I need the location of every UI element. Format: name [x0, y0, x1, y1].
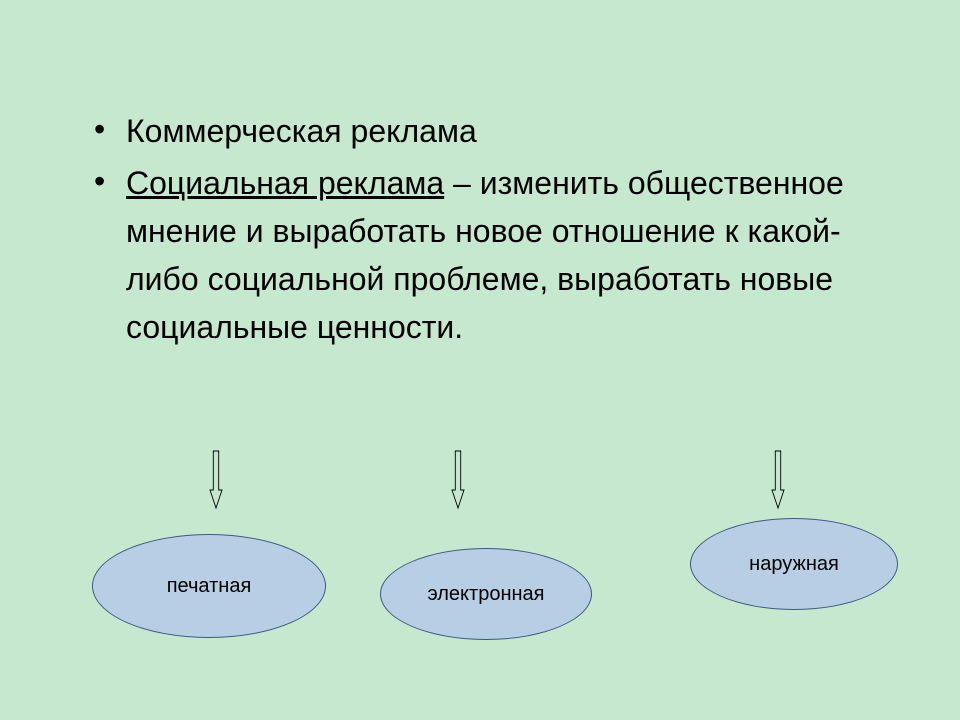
bullet-list: Коммерческая реклама Социальная реклама …	[90, 107, 860, 355]
arrow-2	[448, 450, 468, 510]
bullet-item-1: Коммерческая реклама	[90, 107, 860, 155]
arrow-1	[206, 450, 226, 510]
bullet-1-text: Коммерческая реклама	[126, 113, 477, 149]
ellipse-2: электронная	[380, 548, 592, 640]
ellipse-1-label: печатная	[167, 575, 252, 598]
ellipse-2-label: электронная	[428, 583, 545, 606]
arrow-3	[768, 450, 788, 510]
ellipse-1: печатная	[92, 534, 326, 638]
bullet-2-underlined: Социальная реклама	[126, 165, 444, 201]
ellipse-3: наружная	[690, 518, 898, 610]
bullet-item-2: Социальная реклама – изменить общественн…	[90, 159, 860, 351]
ellipse-3-label: наружная	[749, 553, 839, 576]
slide: Коммерческая реклама Социальная реклама …	[0, 0, 960, 720]
